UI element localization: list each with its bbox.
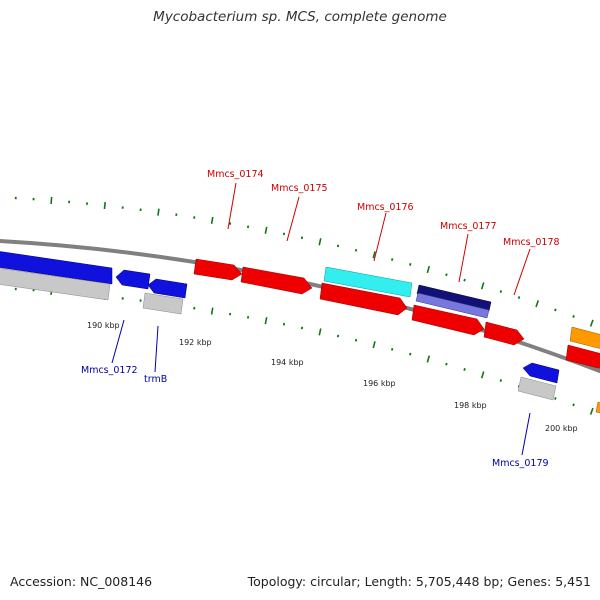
major-tick: [589, 407, 594, 415]
major-tick: [535, 300, 540, 308]
gene-arrow[interactable]: [0, 250, 113, 285]
gene-label-mmcs-0174: Mmcs_0174: [207, 169, 264, 180]
map-title: Mycobacterium sp. MCS, complete genome: [153, 9, 447, 25]
minor-tick: [336, 244, 340, 248]
gene-arrow-mmcs-0179[interactable]: [522, 362, 560, 384]
minor-tick: [391, 347, 394, 351]
gene-label-mmcs-0172: Mmcs_0172: [81, 365, 138, 376]
gene-label-mmcs-0177: Mmcs_0177: [440, 221, 497, 232]
gene-arrow[interactable]: [517, 376, 557, 401]
gene-arrow[interactable]: [193, 258, 243, 281]
gene-arrow-mmcs-0177-lower[interactable]: [415, 292, 490, 319]
gene-label-mmcs-0178: Mmcs_0178: [503, 237, 560, 248]
gene-arrow[interactable]: [142, 292, 184, 315]
gene-label-mmcs-0175: Mmcs_0175: [271, 183, 328, 194]
major-tick: [264, 226, 268, 234]
genome-summary-text: Topology: circular; Length: 5,705,448 bp…: [247, 574, 591, 589]
scale-label-194kbp: 194 kbp: [271, 358, 304, 367]
scale-label-192kbp: 192 kbp: [179, 338, 212, 347]
major-tick: [50, 196, 53, 205]
reverse-strand-genes: [0, 267, 600, 415]
minor-tick: [354, 338, 358, 342]
scale-label-198kbp: 198 kbp: [454, 401, 487, 410]
minor-tick: [554, 308, 557, 312]
minor-tick: [499, 379, 503, 382]
outer-tick-ring: [14, 196, 594, 327]
minor-tick: [409, 263, 412, 266]
scale-label-200kbp: 200 kbp: [545, 424, 578, 433]
major-tick: [318, 238, 322, 246]
major-tick: [426, 265, 431, 274]
major-tick: [480, 371, 485, 379]
gene-arrow-trmb-upstream[interactable]: [115, 269, 151, 290]
major-tick: [372, 341, 376, 349]
gene-arrow[interactable]: [565, 344, 600, 371]
inner-tick-ring: [14, 287, 594, 415]
label-leader-lines: [111, 182, 531, 456]
minor-tick: [517, 296, 521, 299]
gene-arrow[interactable]: [595, 401, 600, 415]
major-tick: [157, 208, 160, 216]
minor-tick: [390, 258, 394, 261]
gene-label-mmcs-0176: Mmcs_0176: [357, 202, 414, 213]
gene-label-mmcs-0179: Mmcs_0179: [492, 458, 549, 469]
major-tick: [426, 355, 431, 363]
major-tick: [264, 317, 268, 325]
minor-tick: [463, 278, 466, 282]
gene-arrow[interactable]: [319, 282, 408, 316]
minor-tick: [445, 273, 448, 277]
gene-arrow[interactable]: [569, 326, 600, 351]
minor-tick: [499, 290, 503, 293]
major-tick: [589, 319, 594, 327]
gene-arrow[interactable]: [0, 267, 111, 301]
gene-arrow[interactable]: [411, 304, 485, 336]
minor-tick: [300, 236, 304, 240]
minor-tick: [572, 403, 575, 407]
accession-text: Accession: NC_008146: [10, 574, 153, 589]
scale-label-196kbp: 196 kbp: [363, 379, 396, 388]
gene-label-trmb: trmB: [144, 374, 167, 385]
minor-tick: [463, 368, 466, 371]
minor-tick: [336, 334, 340, 338]
minor-tick: [354, 248, 358, 252]
major-tick: [480, 282, 485, 290]
scale-label-190kbp: 190 kbp: [87, 321, 120, 330]
major-tick: [318, 328, 322, 336]
major-tick: [210, 216, 214, 225]
gene-arrow[interactable]: [483, 321, 525, 346]
gene-arrow[interactable]: [240, 266, 313, 295]
major-tick: [372, 251, 376, 259]
forward-strand-genes: [0, 250, 600, 351]
major-tick: [103, 201, 107, 210]
minor-tick: [572, 315, 575, 318]
minor-tick: [554, 397, 557, 400]
gene-arrow-trmb[interactable]: [147, 278, 188, 299]
minor-tick: [445, 362, 448, 366]
major-tick: [210, 307, 214, 315]
minor-tick: [409, 352, 412, 356]
genome-backbone: [0, 239, 600, 374]
gene-arrow-mmcs-0176[interactable]: [323, 266, 413, 298]
